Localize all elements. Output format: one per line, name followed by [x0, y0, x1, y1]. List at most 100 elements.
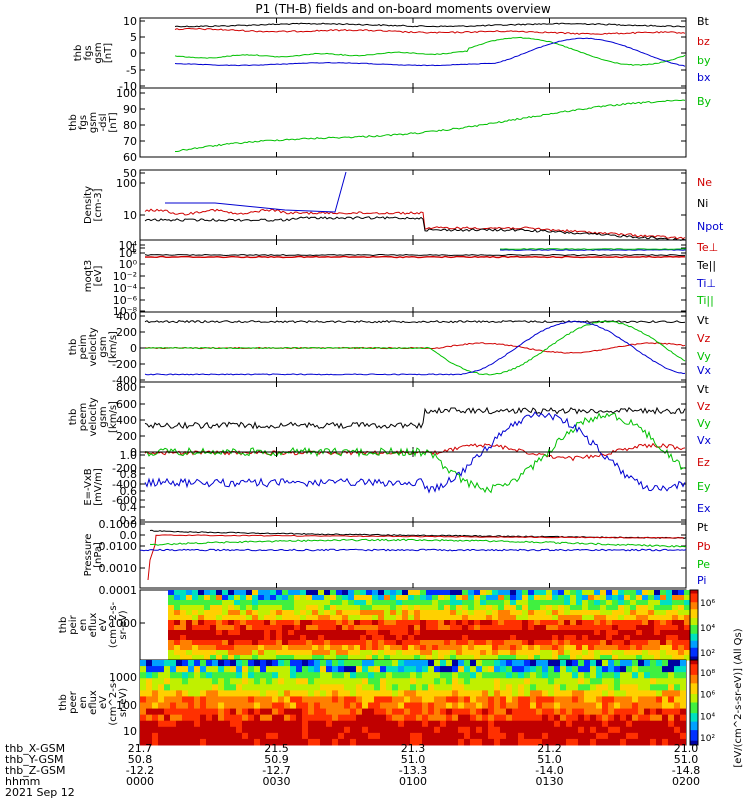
heatmap-cell	[672, 605, 678, 611]
heatmap-cell	[560, 672, 566, 679]
heatmap-cell	[512, 672, 518, 679]
heatmap-cell	[636, 600, 642, 606]
heatmap-cell	[516, 650, 522, 656]
heatmap-cell	[444, 655, 450, 661]
heatmap-cell	[260, 660, 266, 667]
heatmap-cell	[462, 600, 468, 606]
heatmap-cell	[354, 610, 360, 616]
heatmap-cell	[414, 635, 420, 641]
heatmap-cell	[578, 690, 584, 697]
y-tick-label: -5	[126, 64, 137, 77]
heatmap-cell	[486, 650, 492, 656]
heatmap-cell	[432, 655, 438, 661]
heatmap-cell	[450, 605, 456, 611]
heatmap-cell	[390, 635, 396, 641]
heatmap-cell	[440, 726, 446, 734]
heatmap-cell	[458, 672, 464, 679]
heatmap-cell	[530, 660, 536, 667]
heatmap-cell	[362, 720, 368, 728]
colorbar-label: [eV/(cm^2-s-sr-eV)] (All Qs)	[733, 628, 744, 767]
heatmap-cell	[642, 640, 648, 646]
heatmap-cell	[152, 660, 158, 667]
heatmap-cell	[500, 690, 506, 697]
heatmap-cell	[374, 726, 380, 734]
heatmap-cell	[624, 620, 630, 626]
heatmap-cell	[662, 738, 668, 746]
heatmap-cell	[416, 666, 422, 673]
colorbar-tick: 10²	[700, 649, 715, 659]
heatmap-cell	[422, 690, 428, 697]
heatmap-cell	[444, 615, 450, 621]
heatmap-cell	[204, 605, 210, 611]
heatmap-cell	[158, 738, 164, 746]
heatmap-cell	[164, 690, 170, 697]
heatmap-cell	[386, 714, 392, 722]
y-axis-label: peem	[78, 403, 89, 431]
heatmap-cell	[182, 672, 188, 679]
heatmap-cell	[570, 610, 576, 616]
heatmap-cell	[584, 690, 590, 697]
time-axis-value: 0130	[536, 775, 564, 788]
heatmap-cell	[558, 595, 564, 601]
heatmap-cell	[446, 666, 452, 673]
heatmap-cell	[312, 620, 318, 626]
colorbar-cell	[690, 637, 698, 640]
heatmap-cell	[204, 600, 210, 606]
heatmap-cell	[584, 726, 590, 734]
heatmap-cell	[438, 605, 444, 611]
heatmap-cell	[596, 714, 602, 722]
heatmap-cell	[314, 714, 320, 722]
heatmap-cell	[546, 655, 552, 661]
heatmap-cell	[428, 732, 434, 740]
heatmap-cell	[252, 645, 258, 651]
heatmap-cell	[530, 702, 536, 710]
heatmap-cell	[204, 645, 210, 651]
heatmap-cell	[522, 595, 528, 601]
heatmap-cell	[494, 666, 500, 673]
heatmap-cell	[584, 696, 590, 703]
heatmap-cell	[594, 645, 600, 651]
heatmap-cell	[446, 660, 452, 667]
heatmap-cell	[330, 655, 336, 661]
heatmap-cell	[462, 615, 468, 621]
heatmap-cell	[240, 655, 246, 661]
heatmap-cell	[668, 684, 674, 691]
heatmap-cell	[266, 660, 272, 667]
heatmap-cell	[582, 630, 588, 636]
heatmap-cell	[536, 660, 542, 667]
heatmap-cell	[140, 720, 146, 728]
heatmap-cell	[486, 600, 492, 606]
heatmap-cell	[324, 635, 330, 641]
heatmap-cell	[452, 696, 458, 703]
heatmap-cell	[282, 590, 288, 596]
heatmap-cell	[474, 620, 480, 626]
heatmap-cell	[210, 595, 216, 601]
heatmap-cell	[270, 635, 276, 641]
heatmap-cell	[186, 600, 192, 606]
heatmap-cell	[524, 660, 530, 667]
heatmap-cell	[272, 672, 278, 679]
heatmap-cell	[470, 720, 476, 728]
heatmap-cell	[630, 615, 636, 621]
heatmap-cell	[240, 630, 246, 636]
heatmap-cell	[332, 696, 338, 703]
heatmap-cell	[678, 625, 684, 631]
heatmap-cell	[168, 595, 174, 601]
heatmap-cell	[194, 720, 200, 728]
colorbar-cell	[690, 708, 698, 712]
heatmap-cell	[620, 666, 626, 673]
heatmap-cell	[542, 684, 548, 691]
heatmap-cell	[456, 650, 462, 656]
heatmap-cell	[224, 696, 230, 703]
heatmap-cell	[200, 732, 206, 740]
heatmap-cell	[146, 660, 152, 667]
heatmap-cell	[140, 702, 146, 710]
heatmap-cell	[212, 684, 218, 691]
heatmap-cell	[582, 590, 588, 596]
heatmap-cell	[632, 714, 638, 722]
heatmap-cell	[566, 732, 572, 740]
y-axis-label: eV	[98, 618, 109, 631]
heatmap-cell	[630, 645, 636, 651]
colorbar-cell	[690, 683, 698, 686]
heatmap-cell	[378, 605, 384, 611]
